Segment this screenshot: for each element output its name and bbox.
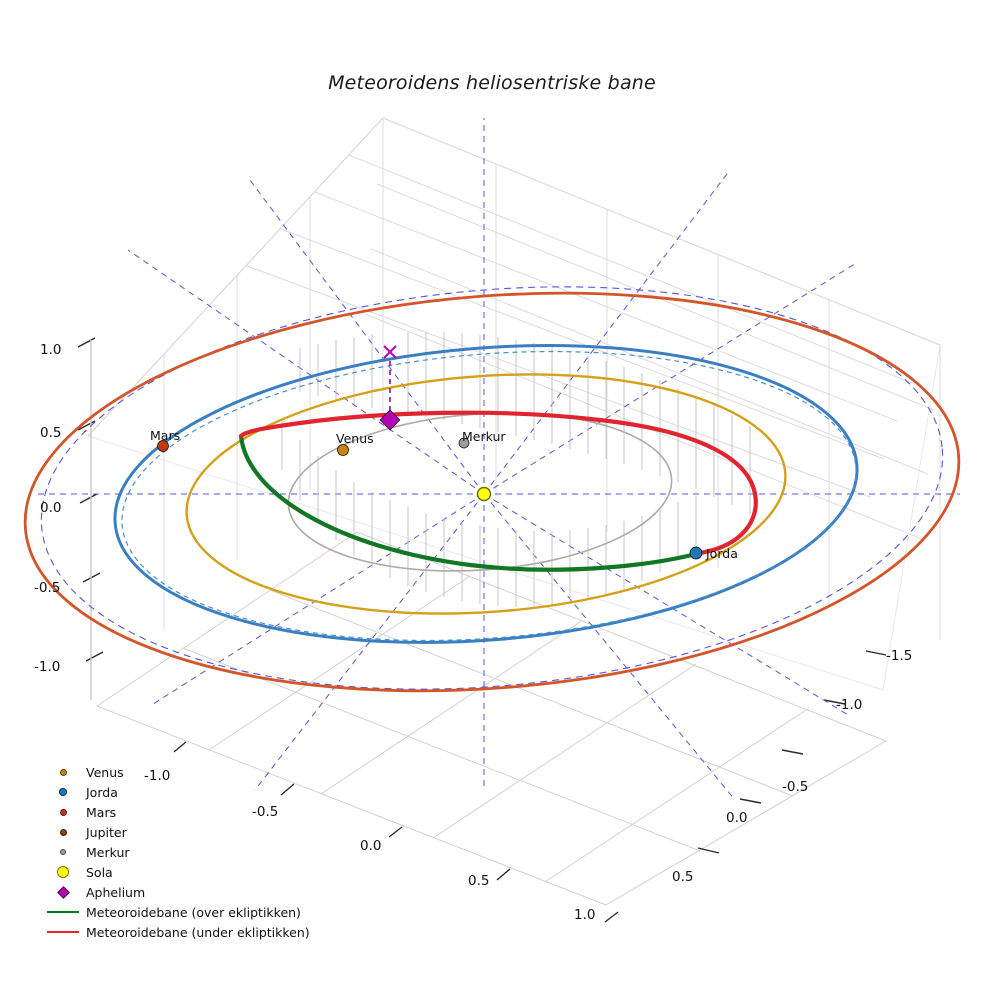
legend-item-venus[interactable]: Venus bbox=[40, 762, 310, 782]
legend-item-meteoroidebane[interactable]: Meteoroidebane (under ekliptikken) bbox=[40, 922, 310, 942]
legend-marker-circle bbox=[40, 828, 86, 836]
y-tick-label: -1.0 bbox=[836, 697, 863, 713]
legend-item-label: Meteoroidebane (over ekliptikken) bbox=[86, 904, 301, 920]
meteoroid-orbit-below-ecliptic bbox=[238, 410, 758, 556]
legend-circle-marker-icon bbox=[59, 768, 67, 776]
x-tick-label: 0.5 bbox=[468, 873, 490, 889]
z-tick-label: -0.5 bbox=[34, 580, 61, 596]
legend-marker-line bbox=[40, 911, 86, 913]
legend-item-label: Merkur bbox=[86, 844, 130, 860]
y-tick-label: 0.0 bbox=[726, 810, 748, 826]
x-tick-label: 1.0 bbox=[574, 907, 596, 923]
label-mars: Mars bbox=[150, 428, 181, 443]
earth-orbit bbox=[113, 344, 859, 644]
label-jorda: Jorda bbox=[706, 546, 738, 561]
ecliptic-circle bbox=[40, 286, 944, 690]
legend-item-label: Venus bbox=[86, 764, 124, 780]
legend-item-label: Jorda bbox=[86, 784, 118, 800]
legend-circle-marker-icon bbox=[59, 828, 67, 836]
legend-item-jupiter[interactable]: Jupiter bbox=[40, 822, 310, 842]
legend-circle-marker-icon bbox=[57, 866, 69, 878]
legend-item-label: Meteoroidebane (under ekliptikken) bbox=[86, 924, 310, 940]
x-tick-label: 0.0 bbox=[360, 838, 382, 854]
legend-marker-circle bbox=[40, 848, 86, 856]
legend-circle-marker-icon bbox=[59, 848, 67, 856]
z-tick-label: -1.0 bbox=[34, 659, 61, 675]
label-venus: Venus bbox=[336, 431, 374, 446]
legend-line-sample-icon bbox=[47, 931, 79, 933]
legend-circle-marker-icon bbox=[59, 808, 67, 816]
legend-item-mars[interactable]: Mars bbox=[40, 802, 310, 822]
legend-marker-diamond bbox=[40, 885, 86, 899]
mars-orbit bbox=[23, 291, 961, 693]
x-tick-label: -1.0 bbox=[144, 768, 171, 784]
mars-marker bbox=[157, 440, 169, 452]
legend-item-jorda[interactable]: Jorda bbox=[40, 782, 310, 802]
legend-item-aphelium[interactable]: Aphelium bbox=[40, 882, 310, 902]
legend-item-merkur[interactable]: Merkur bbox=[40, 842, 310, 862]
legend: Venus Jorda Mars Jupiter Merkur Sola Aphelium M… bbox=[40, 762, 310, 942]
meteoroid-orbit bbox=[238, 410, 758, 572]
floor-grid bbox=[96, 531, 887, 906]
legend-item-sola[interactable]: Sola bbox=[40, 862, 310, 882]
z-tick-label: 1.0 bbox=[40, 342, 62, 358]
z-tick-label: 0.0 bbox=[40, 500, 62, 516]
legend-item-label: Aphelium bbox=[86, 884, 146, 900]
body-markers bbox=[157, 409, 703, 560]
x-tick-label: -0.5 bbox=[252, 804, 279, 820]
legend-item-label: Mars bbox=[86, 804, 117, 820]
orbit-stem-lines bbox=[281, 332, 751, 607]
legend-marker-circle bbox=[40, 788, 86, 796]
legend-item-meteoroidebane[interactable]: Meteoroidebane (over ekliptikken) bbox=[40, 902, 310, 922]
legend-marker-circle bbox=[40, 808, 86, 816]
legend-item-label: Sola bbox=[86, 864, 113, 880]
legend-circle-marker-icon bbox=[59, 788, 67, 796]
venus-orbit bbox=[185, 373, 787, 615]
legend-marker-circle bbox=[40, 866, 86, 878]
aphelion-marker bbox=[379, 409, 401, 431]
label-merkur: Merkur bbox=[462, 429, 506, 444]
meteoroid-orbit-above-ecliptic bbox=[238, 433, 703, 572]
page-title: Meteoroidens heliosentriske bane bbox=[328, 72, 656, 94]
y-tick-label: -1.5 bbox=[886, 648, 913, 664]
venus-marker bbox=[337, 444, 349, 456]
earth-marker bbox=[689, 546, 703, 560]
sun-marker bbox=[476, 486, 492, 502]
mercury-marker bbox=[458, 437, 470, 449]
y-tick-label: -0.5 bbox=[782, 779, 809, 795]
legend-marker-line bbox=[40, 931, 86, 933]
legend-marker-circle bbox=[40, 768, 86, 776]
z-tick-label: 0.5 bbox=[40, 425, 62, 441]
legend-item-label: Jupiter bbox=[86, 824, 127, 840]
y-tick-label: 0.5 bbox=[672, 869, 694, 885]
legend-line-sample-icon bbox=[47, 911, 79, 913]
legend-diamond-marker-icon bbox=[56, 885, 70, 899]
